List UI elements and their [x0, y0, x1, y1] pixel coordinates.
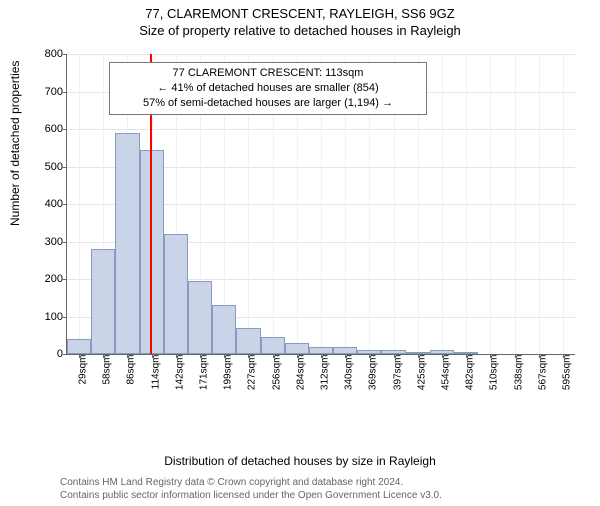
histogram-bar [357, 350, 381, 354]
x-tick-label: 86sqm [126, 355, 137, 385]
y-tick-label: 700 [39, 86, 63, 98]
x-tick-label: 340sqm [344, 355, 355, 391]
x-tick-label: 482sqm [465, 355, 476, 391]
gridline-vertical [515, 54, 516, 354]
info-box-line1: 77 CLAREMONT CRESCENT: 113sqm [118, 66, 418, 81]
y-tick-mark [63, 204, 67, 205]
chart-area: 010020030040050060070080029sqm58sqm86sqm… [44, 54, 584, 404]
y-tick-label: 400 [39, 198, 63, 210]
plot-area: 010020030040050060070080029sqm58sqm86sqm… [66, 54, 575, 355]
histogram-bar [67, 339, 91, 354]
page-title-line1: 77, CLAREMONT CRESCENT, RAYLEIGH, SS6 9G… [0, 6, 600, 21]
info-box: 77 CLAREMONT CRESCENT: 113sqm← 41% of de… [109, 62, 427, 115]
gridline-vertical [442, 54, 443, 354]
x-tick-label: 199sqm [223, 355, 234, 391]
histogram-bar [454, 352, 478, 354]
x-tick-label: 29sqm [78, 355, 89, 385]
x-tick-label: 256sqm [271, 355, 282, 391]
x-tick-label: 284sqm [295, 355, 306, 391]
y-tick-mark [63, 92, 67, 93]
histogram-bar [285, 343, 309, 354]
gridline-vertical [490, 54, 491, 354]
y-axis-label: Number of detached properties [8, 61, 22, 226]
footer-line1: Contains HM Land Registry data © Crown c… [60, 476, 580, 489]
histogram-bar [212, 305, 236, 354]
histogram-bar [164, 234, 188, 354]
x-tick-label: 595sqm [561, 355, 572, 391]
y-tick-mark [63, 167, 67, 168]
y-tick-label: 0 [39, 348, 63, 360]
y-tick-label: 600 [39, 123, 63, 135]
x-tick-label: 142sqm [174, 355, 185, 391]
histogram-bar [115, 133, 139, 354]
histogram-bar [236, 328, 260, 354]
x-tick-label: 114sqm [150, 355, 161, 390]
y-tick-mark [63, 242, 67, 243]
gridline-vertical [79, 54, 80, 354]
x-tick-label: 425sqm [416, 355, 427, 391]
gridline-vertical [466, 54, 467, 354]
gridline-vertical [539, 54, 540, 354]
y-tick-label: 200 [39, 273, 63, 285]
y-tick-label: 100 [39, 311, 63, 323]
attribution-footer: Contains HM Land Registry data © Crown c… [60, 476, 580, 502]
y-tick-label: 500 [39, 161, 63, 173]
y-tick-mark [63, 129, 67, 130]
histogram-bar [406, 352, 430, 354]
footer-line2: Contains public sector information licen… [60, 489, 580, 502]
y-tick-mark [63, 54, 67, 55]
histogram-bar [91, 249, 115, 354]
x-tick-label: 171sqm [199, 355, 210, 391]
histogram-bar [309, 347, 333, 355]
info-box-line2: ← 41% of detached houses are smaller (85… [118, 81, 418, 96]
x-tick-label: 454sqm [440, 355, 451, 391]
histogram-bar [333, 347, 357, 355]
x-tick-label: 538sqm [513, 355, 524, 391]
histogram-bar [261, 337, 285, 354]
y-tick-label: 800 [39, 48, 63, 60]
page-title-line2: Size of property relative to detached ho… [0, 23, 600, 38]
x-axis-label: Distribution of detached houses by size … [0, 454, 600, 468]
gridline-vertical [563, 54, 564, 354]
x-tick-label: 227sqm [247, 355, 258, 391]
y-tick-mark [63, 317, 67, 318]
histogram-bar [430, 350, 454, 354]
info-box-line3: 57% of semi-detached houses are larger (… [118, 96, 418, 111]
x-tick-label: 567sqm [537, 355, 548, 391]
y-tick-mark [63, 279, 67, 280]
x-tick-label: 510sqm [489, 355, 500, 391]
x-tick-label: 58sqm [102, 355, 113, 385]
x-tick-label: 312sqm [320, 355, 331, 391]
y-tick-mark [63, 354, 67, 355]
x-tick-label: 369sqm [368, 355, 379, 391]
x-tick-label: 397sqm [392, 355, 403, 391]
y-tick-label: 300 [39, 236, 63, 248]
histogram-bar [381, 350, 405, 354]
histogram-bar [188, 281, 212, 354]
